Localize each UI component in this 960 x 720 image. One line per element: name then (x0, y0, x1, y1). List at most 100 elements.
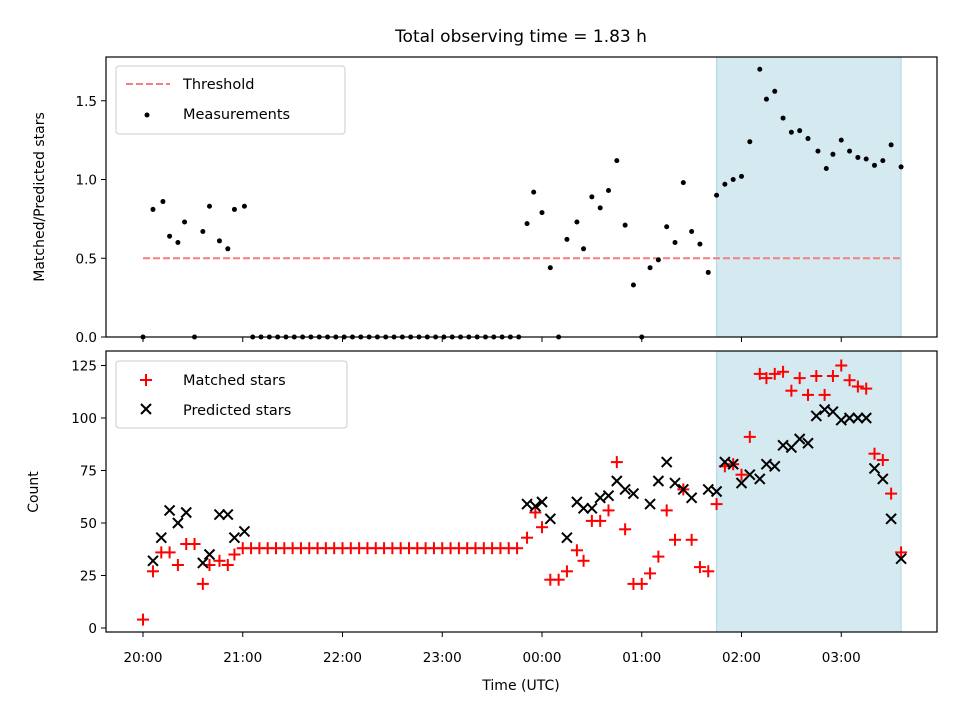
data-point (697, 241, 703, 247)
data-point (188, 538, 201, 550)
data-point (197, 557, 209, 569)
data-point (818, 403, 831, 416)
data-point (802, 437, 814, 449)
y-tick-label: 50 (80, 516, 97, 532)
data-point (564, 236, 570, 242)
data-point (521, 498, 533, 510)
data-point (705, 269, 711, 275)
data-point (877, 473, 889, 485)
data-point (702, 483, 714, 496)
data-point (760, 372, 773, 385)
data-point (797, 128, 803, 134)
data-point (228, 531, 241, 544)
data-point (805, 136, 811, 142)
data-point (693, 561, 706, 574)
data-point (868, 462, 881, 475)
data-point (155, 531, 167, 544)
data-point (630, 282, 636, 288)
data-point (780, 115, 786, 121)
data-point (627, 487, 640, 500)
data-point (163, 504, 176, 517)
data-point (788, 129, 794, 135)
data-point (597, 205, 603, 211)
data-point (150, 206, 156, 212)
data-point (529, 500, 542, 512)
legend-predicted-label: Predicted stars (183, 403, 291, 419)
data-point (221, 559, 234, 571)
data-point (855, 154, 861, 160)
data-point (635, 577, 648, 590)
data-point (137, 613, 149, 626)
data-point (827, 405, 839, 418)
legend-threshold-label: Threshold (182, 77, 254, 93)
x-tick-label: 00:00 (523, 650, 562, 666)
data-point (570, 544, 583, 557)
x-tick-label: 01:00 (622, 650, 661, 666)
data-point (710, 498, 723, 511)
data-point (760, 458, 773, 470)
data-point (830, 151, 836, 157)
x-tick-label: 22:00 (323, 650, 362, 666)
y-tick-label: 125 (71, 359, 97, 375)
data-point (619, 523, 632, 536)
data-point (574, 219, 580, 225)
data-point (669, 477, 681, 489)
data-point (160, 199, 166, 205)
data-point (606, 188, 611, 194)
data-point (182, 219, 188, 225)
data-point (714, 192, 720, 198)
data-point (785, 441, 798, 454)
data-point (885, 487, 898, 500)
x-tick-label: 23:00 (423, 650, 462, 666)
legend-matched-swatch (140, 374, 152, 386)
data-point (835, 359, 848, 372)
data-point (810, 410, 823, 422)
data-point (823, 165, 829, 171)
data-point (529, 506, 542, 519)
data-point (851, 380, 864, 393)
data-point (536, 521, 548, 534)
data-point (660, 456, 673, 468)
data-point (744, 468, 756, 481)
data-point (872, 162, 877, 168)
data-point (810, 370, 823, 382)
data-point (610, 456, 623, 469)
data-point (241, 203, 247, 209)
data-point (228, 548, 241, 561)
data-point (680, 180, 686, 186)
data-point (196, 577, 209, 590)
data-point (146, 565, 159, 578)
data-point (213, 554, 226, 567)
legend-matched-label: Matched stars (183, 373, 286, 389)
data-point (611, 475, 623, 487)
data-point (602, 489, 615, 502)
data-point (536, 496, 548, 508)
top-y-axis-label: Matched/Predicted stars (32, 112, 48, 282)
data-point (685, 492, 698, 504)
x-tick-label: 20:00 (124, 650, 163, 666)
data-point (689, 228, 695, 234)
top-legend-box (115, 65, 346, 135)
data-point (652, 550, 665, 563)
highlight-region (716, 56, 902, 338)
bottom-y-axis-label: Count (26, 471, 42, 513)
data-point (619, 483, 631, 496)
data-point (768, 367, 781, 380)
data-point (743, 430, 756, 443)
data-point (793, 372, 806, 385)
y-tick-label: 0.5 (76, 251, 97, 267)
data-point (895, 552, 907, 565)
data-point (238, 525, 251, 538)
data-point (815, 148, 821, 154)
data-point (802, 388, 814, 401)
data-point (860, 412, 872, 424)
top-panel-ratio: 0.0 0.5 1.0 1.5 (76, 56, 938, 346)
data-point (710, 485, 723, 498)
data-point (222, 508, 234, 521)
data-point (544, 513, 557, 525)
data-point (539, 210, 545, 216)
y-tick-label: 0 (88, 621, 97, 637)
data-point (735, 468, 748, 481)
data-point (685, 533, 698, 546)
data-point (594, 514, 607, 527)
